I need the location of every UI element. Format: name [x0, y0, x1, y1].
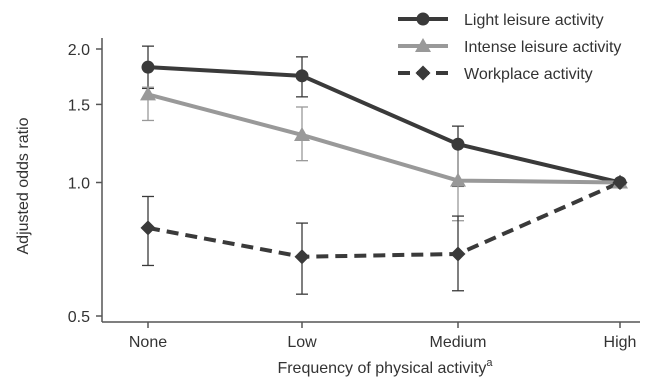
series-line-workplace-activity	[147, 180, 621, 259]
series-lines	[147, 65, 621, 259]
series-line-intense-leisure-activity	[147, 92, 621, 185]
data-point-intense-leisure-activity	[450, 172, 466, 187]
y-axis-title: Adjusted odds ratio	[15, 117, 32, 254]
x-tick-label: Low	[287, 334, 317, 351]
x-tick-label: Medium	[430, 334, 487, 351]
data-point-light-leisure-activity	[141, 60, 155, 74]
legend-label-intense-leisure-activity: Intense leisure activity	[464, 39, 621, 56]
legend-label-light-leisure-activity: Light leisure activity	[464, 12, 604, 29]
data-point-light-leisure-activity	[451, 137, 465, 151]
y-tick-label: 1.5	[68, 97, 90, 114]
y-tick-label: 1.0	[68, 176, 90, 193]
x-axis-title-superscript: a	[486, 357, 493, 369]
series-line-light-leisure-activity	[147, 65, 621, 185]
y-tick-label: 2.0	[68, 42, 90, 59]
legend-marker-workplace-activity	[415, 65, 431, 81]
legend-label-workplace-activity: Workplace activity	[464, 66, 593, 83]
legend: Light leisure activity Intense leisure ac…	[398, 12, 621, 83]
x-axis-title-main: Frequency of physical activity	[277, 360, 486, 377]
y-tick-label: 0.5	[68, 309, 90, 326]
axes	[101, 38, 640, 323]
x-tick-label: None	[129, 334, 167, 351]
data-point-workplace-activity	[612, 175, 628, 190]
series-markers	[140, 60, 628, 265]
data-point-workplace-activity	[140, 220, 156, 236]
data-point-intense-leisure-activity	[294, 126, 310, 141]
legend-marker-intense-leisure-activity	[415, 38, 431, 52]
legend-marker-light-leisure-activity	[416, 12, 430, 26]
x-axis-title: Frequency of physical activitya	[277, 357, 493, 377]
data-point-workplace-activity	[450, 246, 466, 262]
x-ticks: None Low Medium High	[129, 322, 637, 351]
y-ticks: 0.5 1.0 1.5 2.0	[68, 42, 102, 326]
data-point-intense-leisure-activity	[140, 86, 156, 101]
x-tick-label: High	[604, 334, 637, 351]
data-point-workplace-activity	[294, 249, 310, 265]
data-point-light-leisure-activity	[295, 69, 309, 83]
